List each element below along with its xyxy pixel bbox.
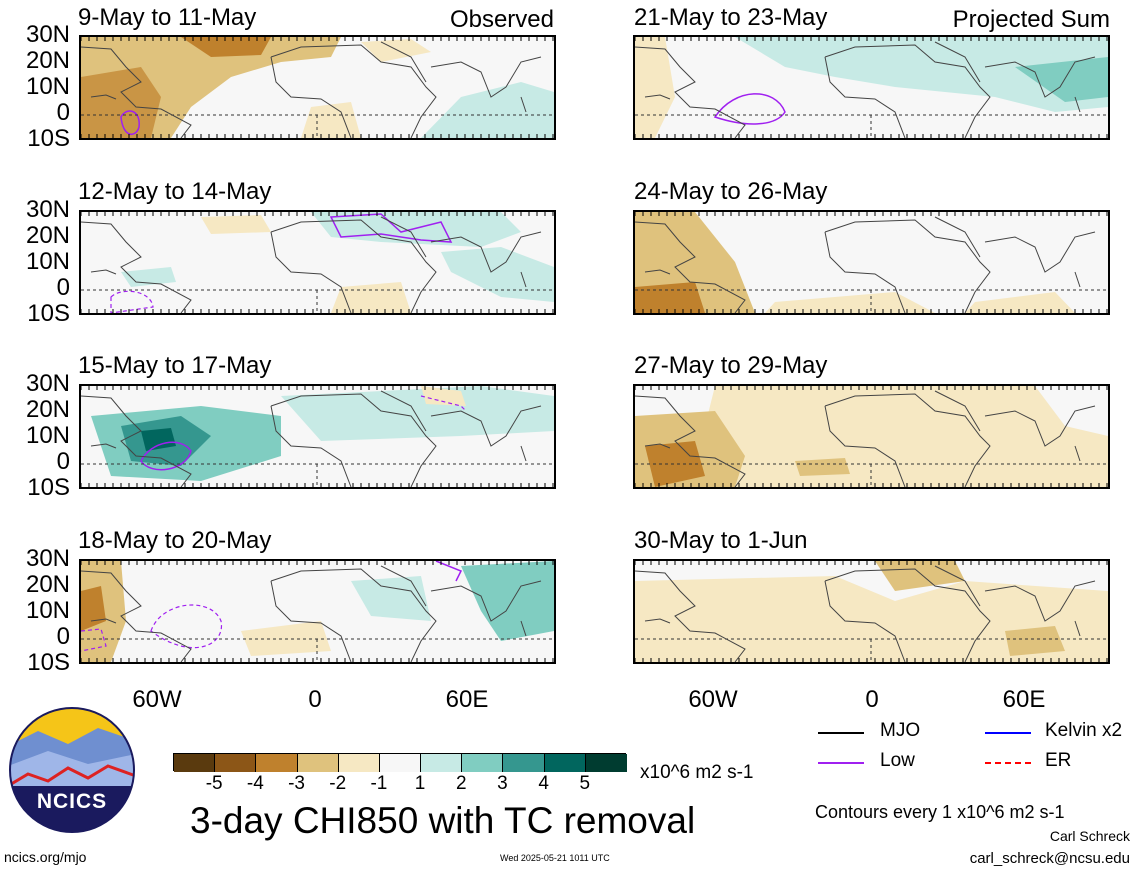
lat-label-row2-0: 0 (56, 274, 70, 301)
lat-label-row3-20n: 20N (25, 396, 70, 423)
map-panel-left-2 (79, 210, 556, 315)
lon-label-0-right: 0 (865, 686, 879, 713)
map-panel-left-4 (79, 559, 556, 664)
author-email: carl_schreck@ncsu.edu (969, 850, 1130, 867)
logo-text: NCICS (36, 790, 108, 813)
lat-label-row4-30n: 30N (25, 545, 70, 572)
panel-title-left-3: 15-May to 17-May (78, 352, 272, 379)
map-panel-left-1 (79, 35, 556, 140)
colorbar-swatch-3 (297, 754, 339, 772)
map-panel-left-3 (79, 384, 556, 489)
legend-low-label: Low (880, 750, 915, 771)
lat-label-row3-10s: 10S (27, 474, 70, 501)
ncics-logo: NCICS (8, 706, 136, 834)
legend-mjo-label: MJO (880, 720, 921, 741)
colorbar-tick-4: -1 (370, 773, 388, 794)
lat-label-row1-20n: 20N (25, 47, 70, 74)
site-url: ncics.org/mjo (4, 849, 87, 865)
lat-label-row1-0: 0 (56, 99, 70, 126)
lat-label-row1-10s: 10S (27, 125, 70, 152)
map-panel-right-1 (633, 35, 1110, 140)
panel-tag-projected: Projected Sum (952, 6, 1110, 33)
colorbar-swatch-7 (462, 754, 504, 772)
panel-title-right-3: 27-May to 29-May (634, 352, 828, 379)
lon-label-60e-left: 60E (445, 686, 489, 713)
colorbar-swatch-9 (544, 754, 586, 772)
lat-label-row4-10s: 10S (27, 649, 70, 676)
colorbar-swatch-2 (256, 754, 298, 772)
lat-label-row1-30n: 30N (25, 21, 70, 48)
contour-note: Contours every 1 x10^6 m2 s-1 (815, 802, 1065, 822)
legend-kelvin-label: Kelvin x2 (1045, 720, 1123, 741)
lat-label-row4-0: 0 (56, 623, 70, 650)
colorbar-swatch-8 (503, 754, 545, 772)
colorbar-tick-9: 5 (579, 773, 591, 794)
lat-label-row3-30n: 30N (25, 370, 70, 397)
lat-label-row3-0: 0 (56, 448, 70, 475)
panel-tag-observed: Observed (449, 6, 554, 33)
colorbar-tick-3: -2 (329, 773, 347, 794)
lon-label-0-left: 0 (308, 686, 322, 713)
colorbar-swatch-5 (379, 754, 422, 772)
legend-kelvin-line (985, 732, 1031, 734)
legend-er-line (985, 762, 1031, 764)
colorbar-tick-2: -3 (288, 773, 305, 794)
lat-label-row2-10n: 10N (25, 248, 70, 275)
lat-label-row2-20n: 20N (25, 222, 70, 249)
map-panel-right-2 (633, 210, 1110, 315)
main-title: 3-day CHI850 with TC removal (190, 800, 696, 841)
colorbar-tick-1: -4 (246, 773, 264, 794)
colorbar-units: x10^6 m2 s-1 (640, 762, 754, 783)
panel-title-left-2: 12-May to 14-May (78, 178, 272, 205)
legend-mjo-line (818, 732, 864, 734)
colorbar-swatch-1 (215, 754, 257, 772)
panel-title-left-1: 9-May to 11-May (78, 4, 257, 31)
colorbar-swatch-10 (585, 754, 627, 772)
legend-low-line (818, 762, 864, 764)
colorbar-tick-0: -5 (205, 773, 223, 794)
panel-title-right-4: 30-May to 1-Jun (634, 527, 808, 554)
lon-label-60w-right: 60W (688, 686, 738, 713)
colorbar-tick-5: 1 (414, 773, 426, 794)
author-name: Carl Schreck (1049, 828, 1130, 844)
colorbar (173, 753, 627, 772)
lat-label-row4-10n: 10N (25, 597, 70, 624)
timestamp: Wed 2025-05-21 1011 UTC (500, 853, 610, 863)
panel-title-right-1: 21-May to 23-May (634, 4, 828, 31)
colorbar-tick-6: 2 (455, 773, 467, 794)
lat-label-row4-20n: 20N (25, 571, 70, 598)
map-panel-right-4 (633, 559, 1110, 664)
panel-title-left-4: 18-May to 20-May (78, 527, 272, 554)
colorbar-tick-8: 4 (538, 773, 549, 794)
map-panel-right-3 (633, 384, 1110, 489)
colorbar-swatch-6 (421, 754, 463, 772)
lat-label-row2-10s: 10S (27, 300, 70, 327)
lat-label-row2-30n: 30N (25, 196, 70, 223)
colorbar-tick-7: 3 (497, 773, 508, 794)
lat-label-row1-10n: 10N (25, 73, 70, 100)
legend-er-label: ER (1045, 750, 1072, 771)
panel-title-right-2: 24-May to 26-May (634, 178, 828, 205)
colorbar-swatch-4 (338, 754, 380, 772)
lon-label-60e-right: 60E (1002, 686, 1046, 713)
lon-label-60w-left: 60W (132, 686, 182, 713)
lat-label-row3-10n: 10N (25, 422, 70, 449)
colorbar-swatch-0 (174, 754, 216, 772)
